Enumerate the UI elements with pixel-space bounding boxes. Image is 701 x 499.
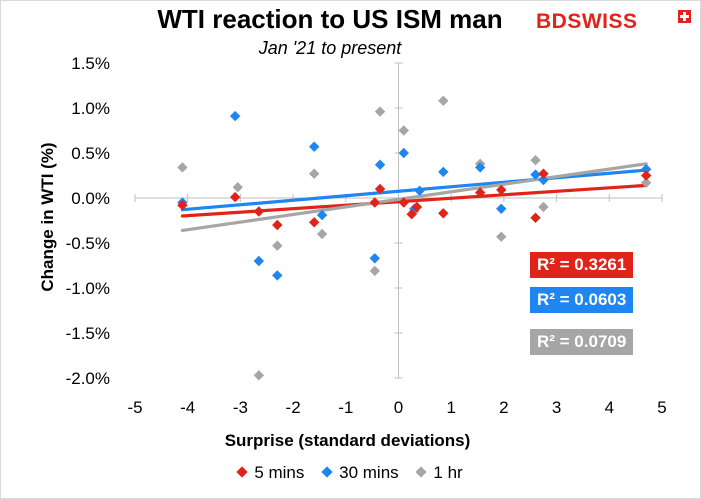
- point-1-hr: [530, 155, 541, 166]
- point-5-mins: [272, 219, 283, 231]
- point-5-mins: [640, 170, 652, 181]
- point-5-mins: [496, 184, 507, 196]
- legend-label-1-hr: 1 hr: [433, 463, 463, 482]
- point-1-hr: [272, 240, 283, 251]
- point-30-mins: [369, 253, 380, 264]
- point-5-mins: [308, 217, 320, 228]
- x-tick-label: -2: [286, 398, 301, 417]
- point-5-mins: [369, 197, 380, 208]
- point-5-mins: [177, 200, 188, 211]
- point-5-mins: [398, 197, 409, 208]
- point-30-mins: [229, 110, 241, 122]
- legend-item-30-mins: 30 mins: [321, 463, 399, 483]
- legend-label-5-mins: 5 mins: [254, 463, 305, 482]
- point-5-mins: [406, 209, 417, 220]
- y-tick-label: 0.0%: [71, 189, 110, 208]
- point-30-mins: [253, 255, 265, 267]
- point-30-mins: [530, 169, 541, 180]
- x-tick-label: -5: [127, 398, 142, 417]
- point-5-mins: [474, 187, 486, 198]
- r2-label-5-mins: R² = 0.3261: [530, 252, 634, 278]
- point-30-mins: [316, 209, 328, 221]
- legend-label-30-mins: 30 mins: [339, 463, 399, 482]
- r2-label-1-hr: R² = 0.0709: [530, 329, 634, 355]
- chart-subtitle: Jan '21 to present: [258, 38, 402, 58]
- point-1-hr: [496, 231, 507, 242]
- point-1-hr: [253, 370, 265, 381]
- brand-logo: BDSWISS: [536, 10, 638, 33]
- point-5-mins: [538, 168, 549, 179]
- legend-marker-30-mins-icon: [321, 465, 333, 478]
- y-tick-label: -0.5%: [66, 234, 110, 253]
- legend-item-1-hr: 1 hr: [415, 463, 463, 483]
- point-30-mins: [474, 162, 486, 173]
- point-1-hr: [316, 228, 328, 240]
- point-30-mins: [414, 185, 425, 196]
- point-5-mins: [229, 191, 241, 203]
- point-30-mins: [496, 203, 507, 214]
- point-30-mins: [398, 147, 409, 159]
- x-tick-label: 4: [605, 398, 614, 417]
- y-tick-label: -1.0%: [66, 279, 110, 298]
- y-tick-label: 0.5%: [71, 144, 110, 163]
- y-tick-label: 1.0%: [71, 99, 110, 118]
- legend-item-5-mins: 5 mins: [236, 463, 305, 483]
- x-tick-label: 2: [499, 398, 508, 417]
- point-30-mins: [374, 159, 386, 170]
- y-tick-label: 1.5%: [71, 54, 110, 73]
- point-5-mins: [253, 206, 265, 217]
- x-tick-label: -1: [338, 398, 353, 417]
- point-30-mins: [308, 141, 320, 152]
- legend: 5 mins 30 mins 1 hr: [0, 463, 701, 483]
- point-30-mins: [272, 270, 283, 281]
- point-30-mins: [438, 166, 449, 178]
- point-1-hr: [232, 182, 243, 193]
- trendline-30-mins: [180, 168, 648, 212]
- trendline-1-hr: [180, 162, 648, 232]
- point-5-mins: [411, 201, 423, 213]
- point-1-hr: [374, 106, 386, 117]
- point-1-hr: [177, 162, 188, 173]
- brand-plus-icon: [678, 10, 691, 23]
- legend-marker-1-hr-icon: [415, 465, 428, 478]
- x-axis-label: Surprise (standard deviations): [224, 431, 471, 450]
- y-tick-label: -2.0%: [66, 369, 110, 388]
- legend-marker-5-mins-icon: [236, 465, 248, 478]
- r2-label-30-mins: R² = 0.0603: [530, 287, 634, 313]
- point-5-mins: [530, 212, 541, 223]
- point-1-hr: [308, 168, 320, 179]
- x-tick-label: 3: [552, 398, 561, 417]
- x-tick-label: 5: [657, 398, 666, 417]
- point-1-hr: [640, 177, 652, 188]
- point-1-hr: [369, 265, 380, 277]
- y-tick-label: -1.5%: [66, 324, 110, 343]
- point-1-hr: [398, 125, 409, 136]
- point-5-mins: [374, 183, 386, 195]
- point-30-mins: [640, 164, 652, 175]
- point-30-mins: [538, 174, 549, 186]
- x-tick-label: 1: [446, 398, 455, 417]
- point-1-hr: [438, 95, 449, 106]
- chart-title: WTI reaction to US ISM man: [157, 4, 503, 34]
- x-tick-label: -4: [180, 398, 195, 417]
- point-5-mins: [438, 208, 449, 219]
- x-tick-label: -3: [233, 398, 248, 417]
- x-tick-label: 0: [394, 398, 403, 417]
- point-1-hr: [538, 201, 549, 213]
